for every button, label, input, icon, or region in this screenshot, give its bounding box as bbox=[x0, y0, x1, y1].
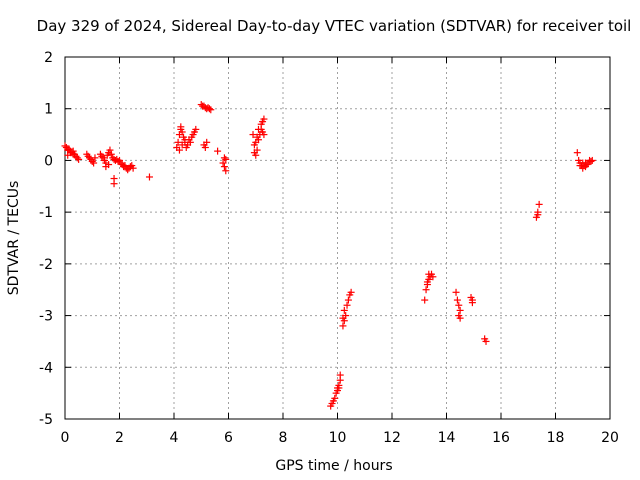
data-point bbox=[249, 131, 257, 139]
data-point bbox=[203, 138, 211, 146]
data-point bbox=[336, 371, 344, 379]
y-axis-label: SDTVAR / TECUs bbox=[6, 181, 22, 296]
data-point bbox=[468, 299, 476, 307]
data-point bbox=[455, 301, 463, 309]
data-point bbox=[219, 159, 227, 167]
data-points bbox=[61, 101, 596, 410]
data-point bbox=[205, 105, 213, 113]
y-tick-label: -1 bbox=[39, 205, 53, 221]
x-tick-label: 20 bbox=[601, 430, 619, 446]
x-tick-label: 10 bbox=[329, 430, 347, 446]
data-point bbox=[88, 157, 96, 165]
data-point bbox=[534, 211, 542, 219]
data-point bbox=[106, 146, 114, 154]
data-point bbox=[201, 144, 209, 151]
data-point bbox=[339, 322, 347, 330]
y-tick-labels: 2 1 0 -1 -2 -3 -4 -5 bbox=[39, 50, 53, 428]
chart-title: Day 329 of 2024, Sidereal Day-to-day VTE… bbox=[37, 17, 632, 35]
y-tick-label: -2 bbox=[39, 257, 53, 273]
x-tick-label: 16 bbox=[492, 430, 510, 446]
data-point bbox=[175, 146, 183, 154]
data-point bbox=[177, 125, 185, 133]
x-tick-label: 8 bbox=[279, 430, 288, 446]
data-point bbox=[69, 150, 77, 158]
y-tick-label: 1 bbox=[44, 102, 53, 118]
data-point bbox=[423, 278, 431, 286]
data-point bbox=[456, 306, 464, 314]
data-point bbox=[587, 157, 595, 165]
x-axis-label: GPS time / hours bbox=[275, 458, 392, 474]
data-point bbox=[425, 270, 433, 278]
data-point bbox=[452, 288, 460, 296]
data-point bbox=[331, 394, 339, 402]
y-tick-label: 0 bbox=[44, 153, 53, 169]
plot-frame bbox=[64, 56, 611, 420]
data-point bbox=[456, 314, 464, 322]
data-point bbox=[421, 296, 429, 304]
y-tick-label: -4 bbox=[39, 360, 53, 376]
data-point bbox=[222, 167, 230, 175]
data-point bbox=[105, 161, 113, 169]
data-point bbox=[429, 273, 437, 281]
data-point bbox=[344, 296, 352, 304]
data-point bbox=[347, 288, 355, 296]
y-tick-label: 2 bbox=[44, 50, 53, 66]
x-tick-label: 14 bbox=[438, 430, 456, 446]
data-point bbox=[581, 163, 589, 171]
data-point bbox=[90, 159, 98, 167]
data-point bbox=[192, 125, 200, 133]
data-point bbox=[259, 118, 267, 126]
data-point bbox=[535, 200, 543, 208]
x-tick-label: 2 bbox=[115, 430, 124, 446]
data-point bbox=[214, 147, 222, 155]
x-tick-labels: 0 2 4 6 8 10 12 14 16 18 20 bbox=[61, 430, 619, 446]
x-tick-label: 12 bbox=[383, 430, 401, 446]
data-point bbox=[117, 159, 125, 167]
data-point bbox=[220, 163, 228, 171]
data-point bbox=[339, 314, 347, 322]
data-point bbox=[254, 125, 262, 133]
data-point bbox=[145, 173, 153, 181]
x-tick-label: 4 bbox=[170, 430, 179, 446]
data-point bbox=[422, 286, 430, 294]
data-point bbox=[186, 138, 194, 146]
y-tick-label: -3 bbox=[39, 309, 53, 325]
data-point bbox=[343, 301, 351, 309]
data-point bbox=[107, 150, 115, 158]
grid-lines bbox=[65, 57, 610, 419]
data-point bbox=[178, 141, 186, 149]
data-point bbox=[73, 154, 81, 162]
x-tick-label: 6 bbox=[224, 430, 233, 446]
data-point bbox=[335, 381, 343, 389]
data-point bbox=[260, 131, 268, 139]
data-point bbox=[110, 180, 118, 188]
data-point bbox=[579, 159, 587, 167]
data-point bbox=[340, 306, 348, 314]
x-tick-label: 0 bbox=[61, 430, 70, 446]
data-point bbox=[250, 149, 258, 157]
data-point bbox=[573, 149, 581, 157]
data-point bbox=[98, 152, 106, 160]
data-point bbox=[222, 155, 230, 163]
data-point bbox=[91, 154, 99, 162]
data-point bbox=[181, 136, 189, 144]
data-point bbox=[588, 156, 596, 164]
data-point bbox=[220, 154, 228, 162]
data-point bbox=[453, 296, 461, 304]
data-point bbox=[482, 337, 490, 345]
x-tick-label: 18 bbox=[547, 430, 565, 446]
y-tick-label: -5 bbox=[39, 412, 53, 428]
data-point bbox=[252, 138, 260, 146]
data-point bbox=[207, 106, 215, 114]
data-point bbox=[75, 155, 83, 163]
data-point bbox=[253, 133, 261, 141]
data-point bbox=[174, 138, 182, 146]
data-point bbox=[61, 142, 69, 150]
data-point bbox=[129, 164, 137, 172]
